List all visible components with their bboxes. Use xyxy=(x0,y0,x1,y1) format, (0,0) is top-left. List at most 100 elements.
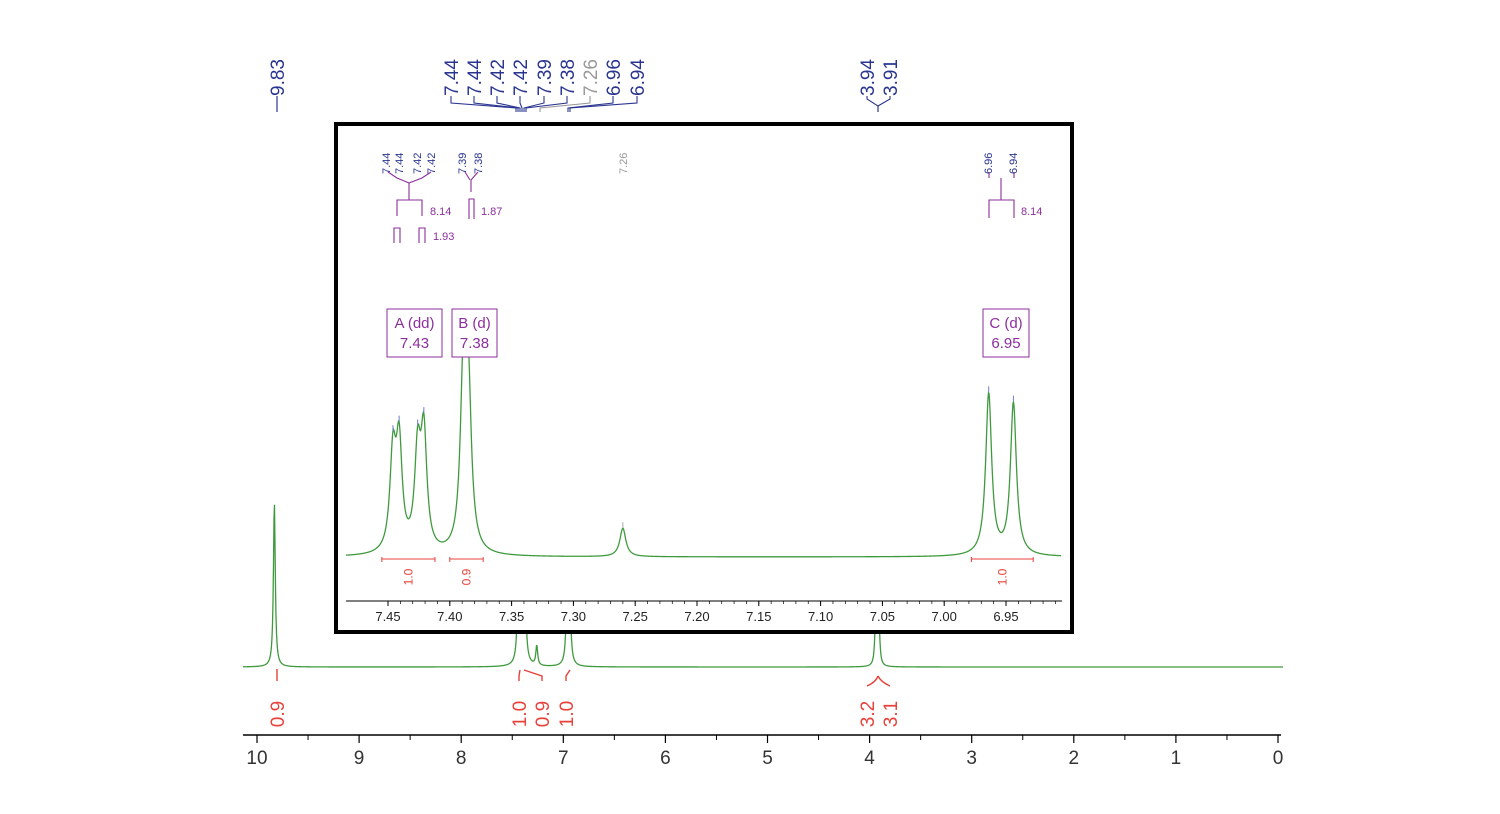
inset-peak-label-text: 6.96 xyxy=(983,153,995,174)
integral-bracket xyxy=(866,675,879,687)
integral-value: 1.0 xyxy=(557,701,578,727)
inset-peak-label: 7.42 xyxy=(426,153,438,174)
x-axis-tick-label: 9 xyxy=(354,748,365,769)
multiplet-name: A (dd) xyxy=(394,315,434,332)
integral: 1.0 xyxy=(557,669,578,727)
inset-peak-label-text: 7.38 xyxy=(473,153,485,174)
coupling-constant: 8.14 xyxy=(1021,206,1042,218)
inset-x-axis-tick-label: 7.20 xyxy=(684,609,709,624)
inset-peak-label-text: 7.44 xyxy=(394,153,406,174)
tree-connector xyxy=(408,171,432,184)
x-axis-tick-label: 2 xyxy=(1069,748,1080,769)
peak-label: 7.38 xyxy=(525,59,579,112)
inset-peak-label: 7.38 xyxy=(473,153,485,174)
tree-splitting xyxy=(393,183,426,243)
inset-peak-label-text: 7.26 xyxy=(618,153,630,174)
multiplet-box-frame xyxy=(451,308,498,358)
coupling-constant: 1.87 xyxy=(481,206,502,218)
peak-label-connector xyxy=(523,96,545,112)
tree-splitting xyxy=(464,171,479,219)
inset-integral: 1.0 xyxy=(970,557,1034,585)
peak-label-text: 9.83 xyxy=(268,59,289,96)
integral: 0.9 xyxy=(268,669,289,727)
peak-label-text: 7.42 xyxy=(511,59,532,96)
inset-x-axis-tick-label: 7.35 xyxy=(499,609,524,624)
multiplet-shift: 7.43 xyxy=(400,335,429,352)
multiplet-label-box: B (d) 7.38 xyxy=(451,308,498,358)
inset-peak-label-text: 6.94 xyxy=(1008,153,1020,174)
inset-integral-bracket xyxy=(381,557,436,562)
inset-x-axis-tick-label: 7.15 xyxy=(746,609,771,624)
peak-label-connector xyxy=(877,96,891,112)
peak-label-text: 7.44 xyxy=(465,59,486,96)
peak-label: 7.44 xyxy=(442,59,517,112)
peak-label-connector xyxy=(525,96,568,112)
x-axis-tick-label: 7 xyxy=(558,748,569,769)
peak-label: 6.94 xyxy=(569,59,649,112)
inset-integral-bracket xyxy=(970,557,1034,562)
peak-label-text: 7.42 xyxy=(488,59,509,96)
integral-value: 3.1 xyxy=(881,701,902,727)
tree-splitting xyxy=(988,172,1015,218)
integral-value: 0.9 xyxy=(533,701,554,727)
inset-x-axis-tick-label: 7.25 xyxy=(623,609,648,624)
x-axis-tick-label: 1 xyxy=(1171,748,1182,769)
peak-label-connector xyxy=(473,96,519,112)
inset-peak-label-text: 7.42 xyxy=(412,153,424,174)
multiplet-tree-b xyxy=(464,171,479,219)
integral-value: 0.9 xyxy=(268,701,289,727)
x-axis-tick-label: 10 xyxy=(246,748,267,769)
inset-peak-label: 7.42 xyxy=(412,153,424,174)
inset-x-axis-tick-label: 6.95 xyxy=(993,609,1018,624)
integral-value: 1.0 xyxy=(510,701,531,727)
peak-label: 7.39 xyxy=(523,59,556,112)
multiplet-shift: 6.95 xyxy=(991,335,1020,352)
integral-value: 3.2 xyxy=(858,701,879,727)
peak-label-text: 7.38 xyxy=(558,59,579,96)
inset-peak-label-text: 7.42 xyxy=(426,153,438,174)
multiplet-box-frame xyxy=(982,308,1030,358)
x-axis-tick-label: 5 xyxy=(762,748,773,769)
peak-label: 3.91 xyxy=(877,59,902,112)
multiplet-name: C (d) xyxy=(989,315,1022,332)
inset-integral: 1.0 xyxy=(381,557,436,585)
multiplet-label-box: A (dd) 7.43 xyxy=(386,308,443,358)
inset-integral-value: 0.9 xyxy=(459,568,473,585)
inset-x-axis-tick-label: 7.10 xyxy=(808,609,833,624)
inset-peak-label: 7.39 xyxy=(457,153,469,174)
inset-x-axis-tick-label: 7.30 xyxy=(561,609,586,624)
main-spectrum: 10 9 8 7 6 5 4 3 2 1 09.83 7.44 7.44 7.42 7.42 7.39 7.38… xyxy=(242,59,1283,769)
integral-bracket xyxy=(565,669,571,681)
multiplet-label-box: C (d) 6.95 xyxy=(982,308,1030,358)
peak-label-connector xyxy=(569,96,638,112)
peak-label-text: 3.94 xyxy=(858,59,879,96)
peak-label-text: 7.44 xyxy=(442,59,463,96)
inset-peak-label-text: 7.44 xyxy=(381,153,393,174)
multiplet-box-frame xyxy=(386,308,443,358)
multiplet-shift: 7.38 xyxy=(460,335,489,352)
x-axis-tick-label: 6 xyxy=(660,748,671,769)
inset-peak-label: 7.44 xyxy=(394,153,406,174)
peak-label-connector xyxy=(496,96,521,112)
peak-label-connector xyxy=(567,96,614,112)
peak-label-connector xyxy=(539,96,591,112)
integral-bracket xyxy=(518,669,521,681)
x-axis-tick-label: 4 xyxy=(864,748,875,769)
inset-peak-label: 7.26 xyxy=(618,153,630,174)
peak-label: 7.42 xyxy=(488,59,521,112)
peak-label-connector xyxy=(450,96,517,112)
inset-integral-value: 1.0 xyxy=(995,568,1009,585)
inset-integral-bracket xyxy=(449,557,484,562)
spectrum-trace xyxy=(242,492,1283,668)
integral: 3.1 xyxy=(877,675,902,727)
coupling-constant: 8.14 xyxy=(430,206,451,218)
peak-label: 7.42 xyxy=(511,59,532,112)
peak-label-text: 7.26 xyxy=(581,59,602,96)
integral: 3.2 xyxy=(858,675,879,727)
inset-spectrum: 7.45 7.40 7.35 7.30 7.25 7.20 7.15 7.10 7.05 7.00… xyxy=(334,122,1074,634)
x-axis-tick-label: 8 xyxy=(456,748,467,769)
multiplet-tree-c xyxy=(988,172,1015,218)
inset-frame xyxy=(334,122,1074,634)
integral-bracket xyxy=(523,669,543,681)
peak-label-text: 6.94 xyxy=(628,59,649,96)
